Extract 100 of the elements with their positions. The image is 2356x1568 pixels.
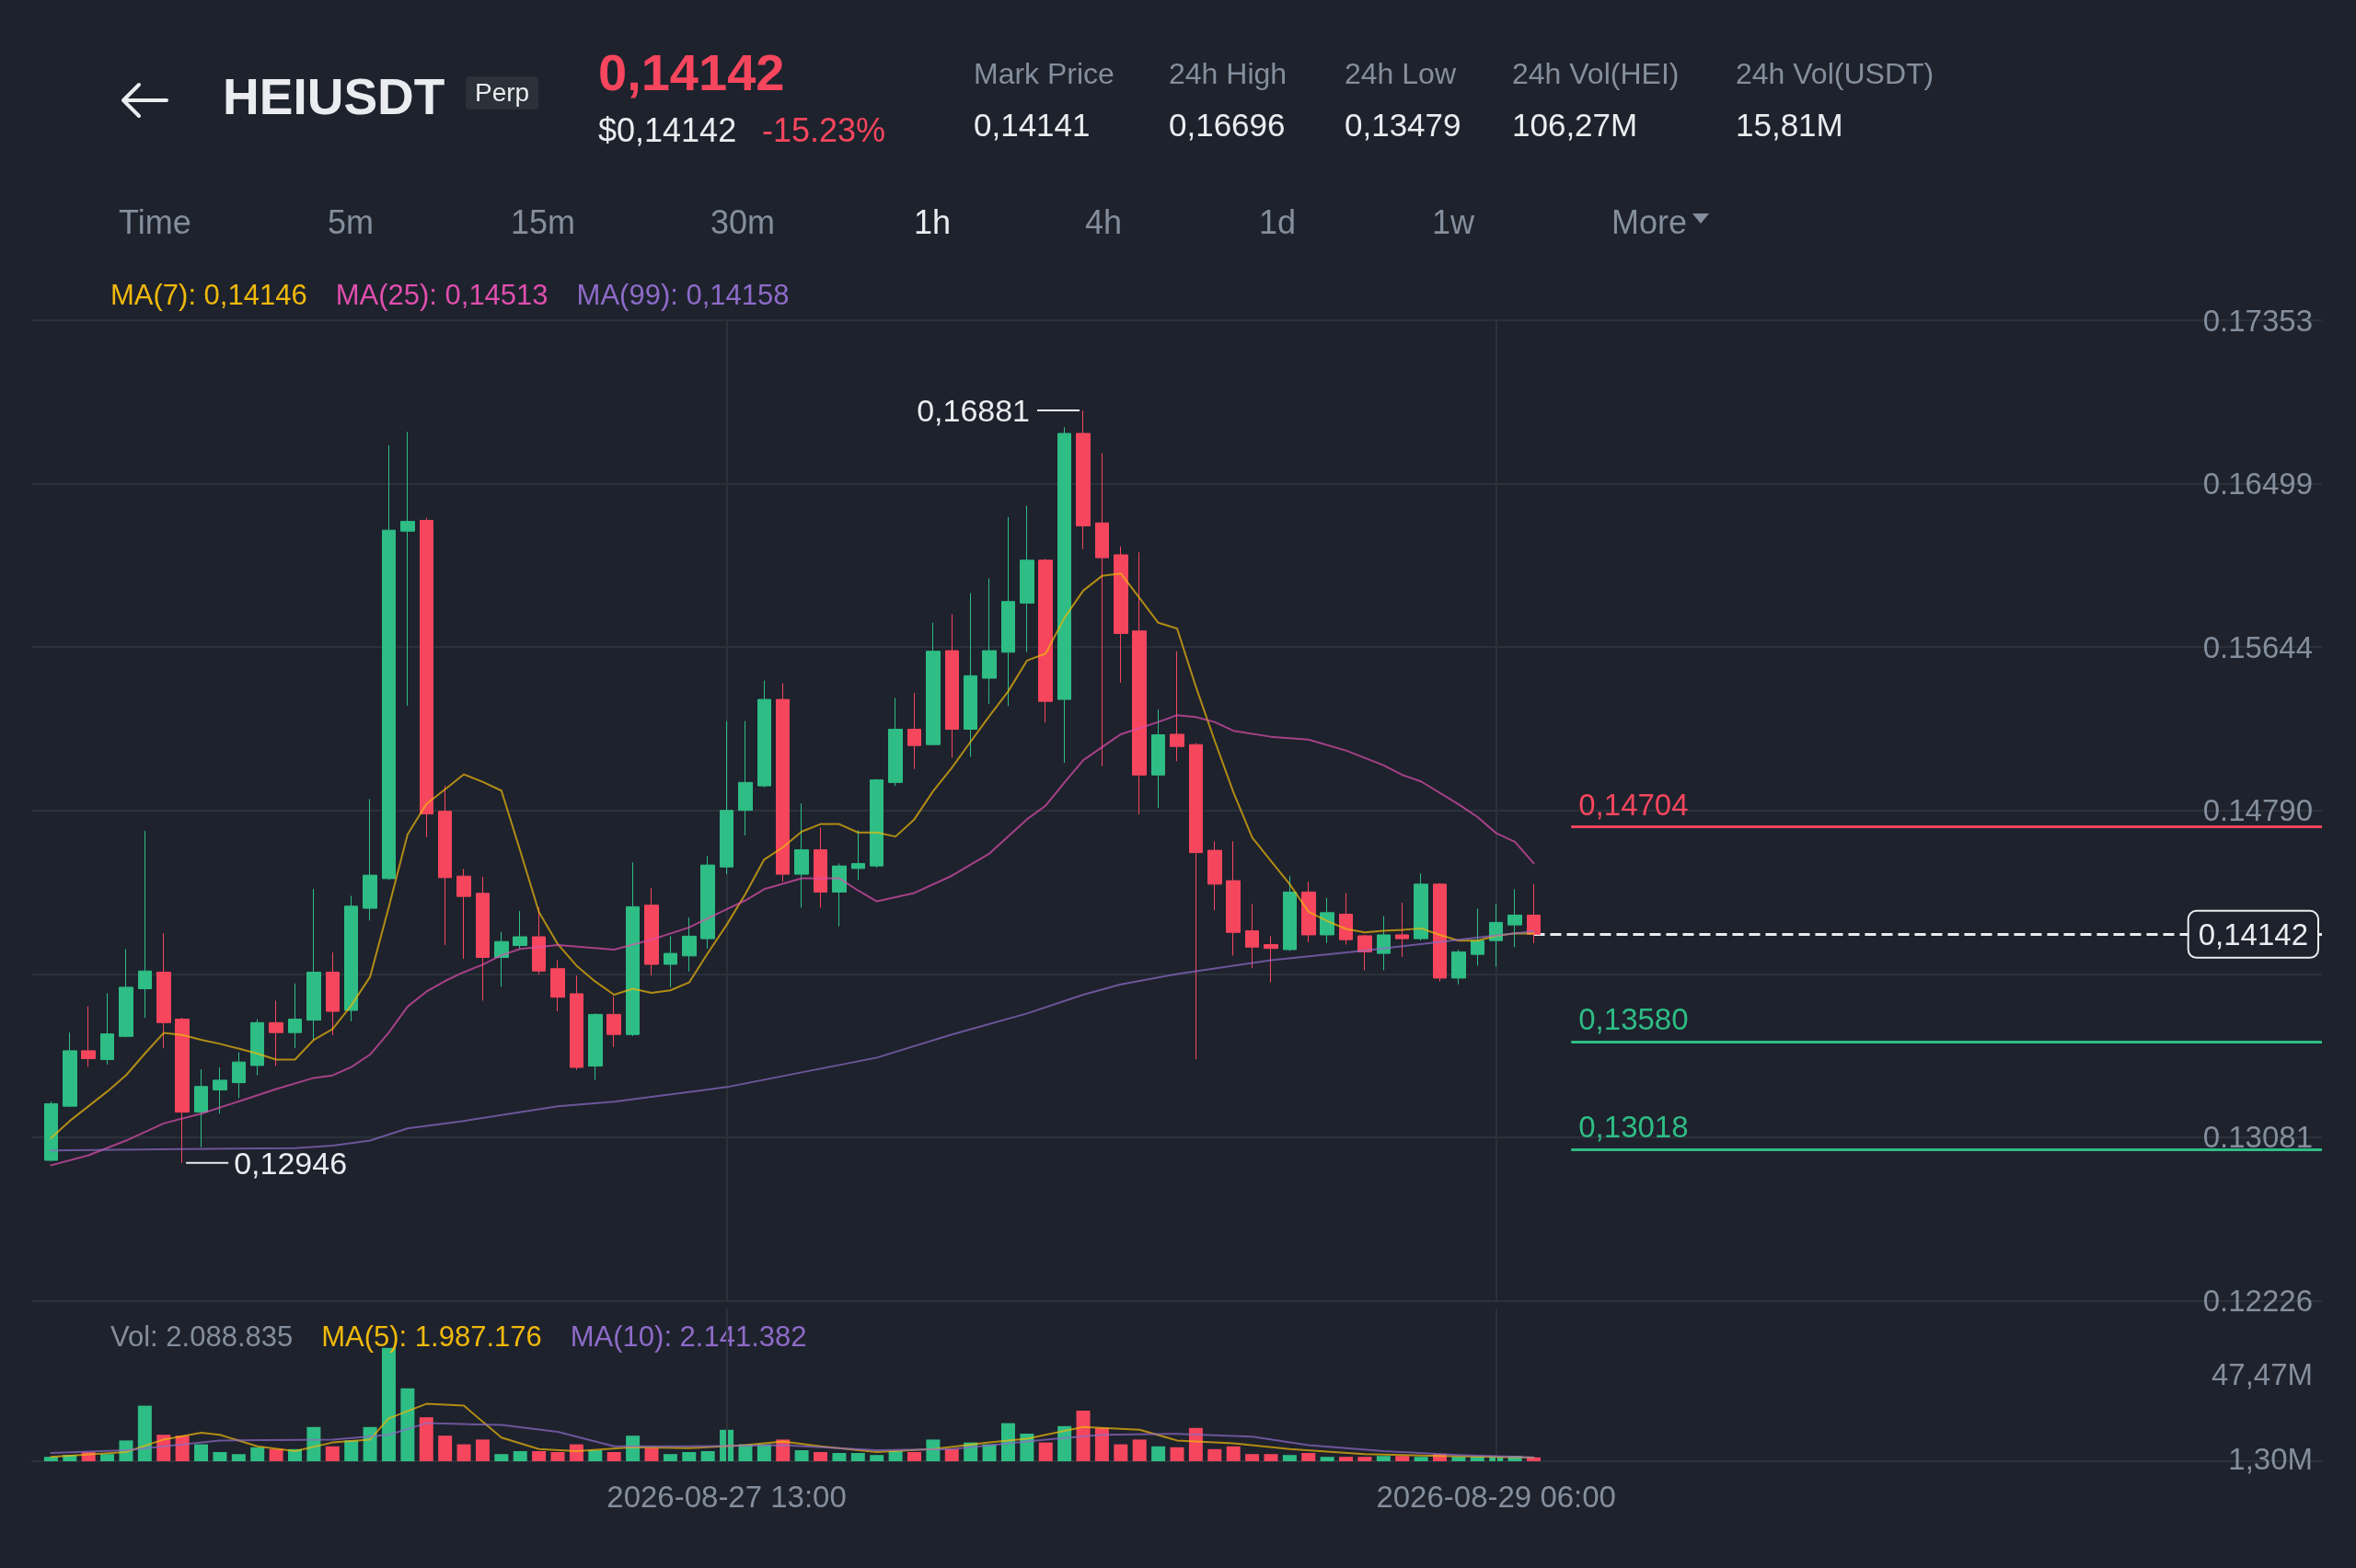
bar <box>325 1446 340 1461</box>
bar <box>1339 1457 1354 1461</box>
candlestick <box>644 887 659 976</box>
ref-line-label: 0,14142 <box>2198 917 2308 951</box>
bar <box>400 1388 415 1461</box>
bar <box>137 1405 152 1461</box>
candlestick <box>81 1006 96 1068</box>
bar <box>532 1451 547 1461</box>
candlestick <box>138 830 152 1019</box>
bar <box>494 1454 509 1461</box>
bar <box>1151 1446 1166 1461</box>
text: $0,14142 <box>598 111 737 150</box>
bar <box>194 1444 209 1461</box>
bar <box>1207 1448 1222 1461</box>
candlestick <box>550 960 565 1012</box>
bar <box>513 1451 527 1461</box>
text: 15m <box>511 203 576 242</box>
text: 4h <box>1085 203 1123 242</box>
candlestick <box>1038 558 1053 723</box>
text: Mark Price <box>974 56 1114 91</box>
text: 1w <box>1432 203 1475 242</box>
x-tick-label: 2026-08-27 13:00 <box>606 1480 847 1514</box>
candlestick <box>63 1032 77 1108</box>
candlestick <box>1414 872 1428 941</box>
candlestick <box>776 682 790 882</box>
candlestick <box>945 614 959 758</box>
candlestick <box>269 999 283 1066</box>
candlestick <box>156 932 171 1049</box>
candlestick <box>1377 916 1391 971</box>
candlestick <box>606 996 621 1048</box>
bar <box>644 1447 659 1461</box>
candlestick <box>794 802 809 908</box>
candlestick <box>513 910 527 950</box>
bar <box>550 1452 565 1461</box>
bar <box>250 1447 265 1461</box>
bar <box>438 1435 453 1461</box>
bar <box>100 1454 115 1461</box>
text: 1d <box>1259 203 1297 242</box>
bar <box>1114 1444 1128 1461</box>
candlestick <box>1207 840 1222 911</box>
x-tick-label: 2026-08-29 06:00 <box>1376 1480 1616 1514</box>
candlestick <box>870 778 884 869</box>
candlestick <box>1451 949 1466 986</box>
candlestick <box>1433 882 1447 983</box>
candlestick <box>1076 409 1091 550</box>
bar <box>1226 1446 1241 1461</box>
y-tick-label: 0.12226 <box>2202 1284 2313 1318</box>
candlestick <box>814 826 827 908</box>
candlestick <box>720 721 733 875</box>
candlestick <box>832 862 847 928</box>
candlestick <box>1245 903 1259 969</box>
candlestick <box>1189 742 1203 1060</box>
text: 24h Vol(HEI) <box>1512 56 1680 91</box>
y-tick-label: 1,30M <box>2228 1441 2313 1476</box>
candlestick <box>570 974 583 1071</box>
candlestick <box>1264 935 1278 984</box>
candlestick <box>888 697 903 787</box>
candlestick <box>926 622 941 746</box>
bar <box>1320 1457 1334 1461</box>
candlestick <box>1001 516 1015 707</box>
bar <box>1395 1456 1410 1461</box>
bar <box>944 1448 959 1461</box>
text: 1h <box>914 203 952 242</box>
bar <box>588 1450 603 1461</box>
bar <box>231 1454 246 1461</box>
candlestick <box>682 917 697 973</box>
text: Perp <box>466 76 539 110</box>
bar <box>907 1452 921 1461</box>
candlestick <box>532 906 546 975</box>
candlestick <box>250 1019 264 1076</box>
text: 15,81M <box>1736 107 1843 144</box>
bar <box>1376 1456 1391 1461</box>
bar <box>269 1448 283 1461</box>
y-tick-label: 0.17353 <box>2202 303 2313 338</box>
bar <box>814 1452 828 1461</box>
bar <box>682 1452 697 1461</box>
bar <box>1357 1457 1372 1461</box>
candlestick <box>363 798 377 921</box>
candlestick <box>626 861 640 1037</box>
y-tick-label: 0.14790 <box>2202 793 2313 828</box>
candlestick <box>1471 907 1484 966</box>
line-series <box>50 572 1535 1139</box>
bar <box>1414 1457 1428 1461</box>
candlestick <box>1527 883 1541 944</box>
bar <box>1038 1442 1053 1461</box>
candlestick <box>306 888 321 1041</box>
bar <box>475 1439 490 1461</box>
candlestick <box>232 1052 246 1099</box>
y-tick-label: 0.16499 <box>2202 466 2313 501</box>
candlestick <box>851 829 865 881</box>
candlestick <box>982 578 997 705</box>
candlestick <box>1095 452 1109 767</box>
text: 24h Vol(USDT) <box>1736 56 1934 91</box>
chart-title: HEIUSDT <box>223 67 445 126</box>
ref-line-label: 0,13018 <box>1578 1109 1689 1144</box>
bar <box>1264 1454 1278 1461</box>
candlestick <box>1170 651 1184 762</box>
candlestick <box>1339 892 1353 946</box>
candlestick <box>100 992 114 1066</box>
candlestick <box>456 868 471 960</box>
